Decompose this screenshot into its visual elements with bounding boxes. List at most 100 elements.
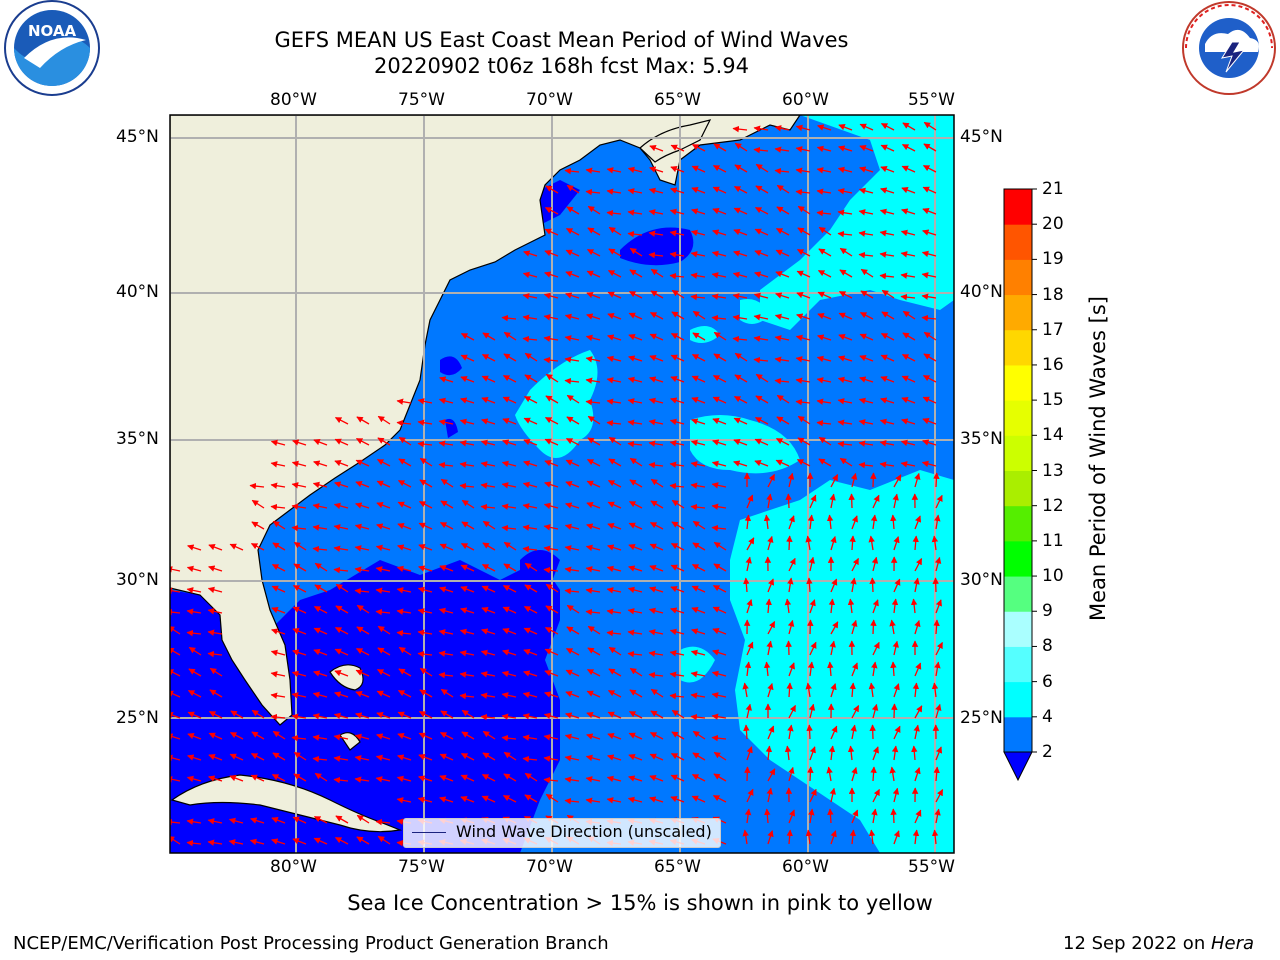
wind-wave-arrow — [607, 754, 622, 761]
colorbar-tick-label: 9 — [1042, 601, 1053, 622]
wind-wave-arrow — [891, 703, 898, 719]
lon-label-top: 75°W — [398, 90, 445, 110]
colorbar-tick-label: 11 — [1042, 530, 1064, 551]
wind-wave-arrow — [921, 293, 937, 300]
wind-wave-arrow — [543, 335, 559, 342]
wind-wave-arrow — [786, 682, 793, 698]
wind-wave-arrow — [481, 354, 496, 362]
wind-wave-arrow — [712, 208, 727, 215]
wind-wave-arrow — [501, 713, 517, 720]
wind-wave-arrow — [606, 377, 622, 384]
wind-wave-arrow — [849, 829, 857, 845]
wind-wave-arrow — [851, 705, 860, 719]
wind-wave-arrow — [566, 604, 580, 614]
wind-wave-arrow — [787, 577, 794, 593]
wind-wave-arrow — [502, 375, 517, 383]
wind-wave-arrow — [628, 754, 643, 761]
wind-wave-arrow — [356, 604, 370, 614]
wind-wave-arrow — [460, 397, 475, 404]
wind-wave-arrow — [871, 808, 878, 824]
wind-wave-arrow — [837, 209, 853, 216]
wind-wave-arrow — [900, 272, 916, 279]
wind-wave-arrow — [438, 629, 454, 636]
wind-wave-arrow — [438, 440, 454, 447]
wind-wave-arrow — [890, 808, 897, 824]
wind-wave-arrow — [923, 143, 937, 152]
wind-wave-arrow — [293, 563, 307, 572]
wind-wave-arrow — [923, 353, 937, 362]
wind-wave-arrow — [912, 535, 919, 551]
wind-wave-arrow — [690, 692, 706, 699]
wind-wave-arrow — [523, 627, 538, 635]
wind-wave-arrow — [774, 313, 790, 321]
wind-wave-arrow — [544, 627, 559, 635]
wind-wave-arrow — [933, 472, 940, 488]
wind-wave-arrow — [628, 355, 643, 362]
wind-wave-arrow — [314, 584, 328, 593]
wind-wave-arrow — [880, 187, 895, 194]
wind-wave-arrow — [858, 440, 874, 447]
wind-wave-arrow — [419, 689, 433, 698]
wind-wave-arrow — [439, 565, 454, 572]
wind-wave-arrow — [921, 250, 937, 258]
wind-wave-arrow — [922, 229, 937, 236]
wind-wave-arrow — [188, 668, 202, 677]
wind-wave-arrow — [586, 502, 601, 509]
wind-wave-arrow — [922, 186, 937, 194]
wind-wave-arrow — [170, 669, 181, 677]
wind-wave-arrow — [691, 144, 706, 152]
wind-wave-arrow — [396, 398, 412, 405]
wind-wave-arrow — [879, 272, 895, 280]
wind-wave-arrow — [627, 650, 643, 658]
wind-wave-arrow — [732, 125, 748, 133]
wind-wave-arrow — [608, 668, 622, 677]
wind-wave-arrow — [628, 711, 643, 719]
lat-label-left: 35°N — [116, 429, 159, 449]
wind-wave-arrow — [608, 646, 622, 656]
wind-wave-arrow — [901, 397, 916, 404]
wind-wave-arrow — [543, 356, 559, 364]
wind-wave-arrow — [229, 753, 244, 761]
wind-wave-arrow — [830, 578, 838, 593]
wind-wave-arrow — [334, 438, 349, 446]
wind-wave-arrow — [522, 335, 538, 343]
wind-wave-arrow — [354, 545, 370, 552]
colorbar-tick-label: 21 — [1042, 179, 1064, 199]
wind-wave-arrow — [837, 230, 853, 238]
lon-label-bottom: 65°W — [654, 857, 701, 877]
wind-wave-arrow — [355, 502, 370, 509]
wind-wave-arrow — [868, 829, 876, 845]
wind-wave-arrow — [837, 188, 853, 195]
wind-wave-arrow — [566, 394, 580, 404]
wind-wave-arrow — [902, 122, 916, 131]
wind-wave-arrow — [250, 774, 265, 782]
colorbar-segment — [1004, 259, 1032, 296]
wind-wave-arrow — [502, 628, 517, 635]
wind-wave-arrow — [170, 647, 181, 656]
wind-wave-arrow — [355, 481, 370, 488]
wind-wave-arrow — [170, 608, 181, 616]
wind-wave-arrow — [186, 775, 202, 783]
lon-label-bottom: 75°W — [398, 857, 445, 877]
wind-wave-arrow — [251, 709, 265, 719]
lat-label-left: 45°N — [116, 127, 159, 147]
footer-left: NCEP/EMC/Verification Post Processing Pr… — [13, 933, 609, 954]
wind-wave-arrow — [208, 775, 223, 782]
wind-wave-arrow — [922, 418, 937, 425]
lon-label-top: 80°W — [270, 90, 317, 110]
wind-wave-arrow — [746, 746, 753, 761]
wind-wave-arrow — [851, 809, 859, 824]
wind-wave-arrow — [818, 458, 832, 467]
wind-wave-arrow — [796, 292, 811, 299]
wind-wave-arrow — [648, 419, 664, 426]
wind-wave-arrow — [607, 544, 622, 551]
wind-wave-arrow — [544, 250, 559, 257]
wind-wave-arrow — [649, 355, 664, 362]
wind-wave-arrow — [744, 808, 752, 824]
wind-wave-arrow — [648, 187, 664, 195]
wind-wave-arrow — [207, 586, 223, 594]
wind-wave-arrow — [711, 482, 727, 489]
wind-wave-arrow — [334, 627, 349, 635]
wind-wave-arrow — [291, 713, 307, 720]
wind-wave-arrow — [544, 691, 559, 698]
